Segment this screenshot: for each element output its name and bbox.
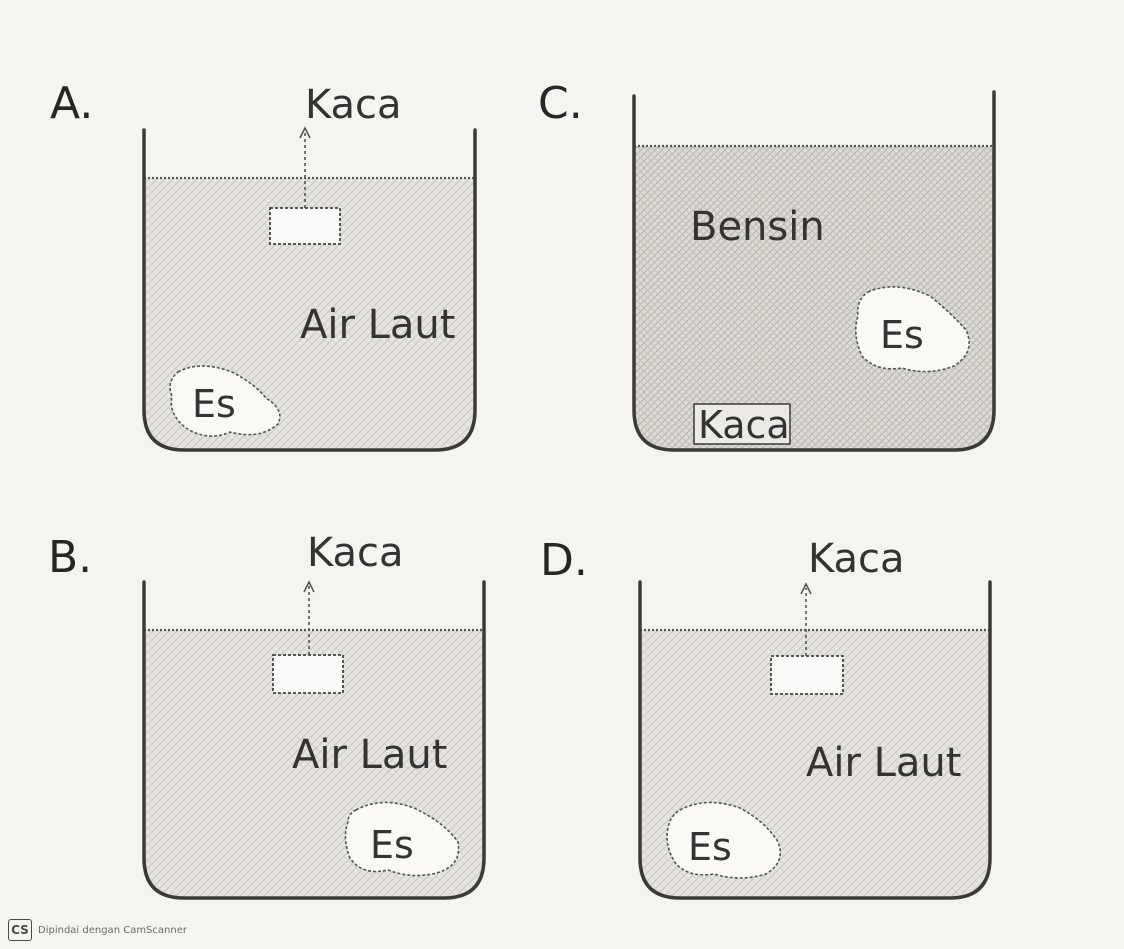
option-c: C. Bensin Es Kaca	[538, 78, 996, 452]
option-a: A. Kaca Air Laut Es	[50, 78, 477, 452]
option-c-liquid-label: Bensin	[690, 204, 825, 250]
option-c-glass-block	[693, 403, 791, 445]
option-a-beaker	[142, 128, 477, 452]
option-c-ice-label: Es	[880, 313, 924, 357]
option-c-liquid	[634, 146, 994, 450]
option-d-letter: D.	[540, 535, 588, 586]
option-b-letter: B.	[48, 532, 92, 583]
option-a-ice	[169, 365, 281, 437]
scanner-text: Dipindai dengan CamScanner	[38, 924, 187, 936]
option-a-pointer-arrow-icon	[299, 126, 311, 139]
option-c-ice	[854, 286, 970, 373]
option-a-ice-label: Es	[192, 382, 236, 426]
option-a-glass-label: Kaca	[305, 82, 402, 128]
option-b-pointer-arrow-icon	[303, 580, 315, 593]
option-d-glass-label: Kaca	[808, 536, 905, 582]
camscanner-logo: CS	[8, 919, 32, 941]
option-b-glass-label: Kaca	[307, 530, 404, 576]
option-c-letter: C.	[538, 78, 583, 129]
option-d: D. Kaca Air Laut Es	[540, 535, 992, 900]
option-b: B. Kaca Air Laut Es	[48, 530, 486, 900]
option-a-letter: A.	[50, 78, 93, 129]
option-d-glass-block	[770, 655, 844, 695]
option-d-beaker	[638, 580, 992, 900]
option-a-liquid-label: Air Laut	[300, 302, 455, 348]
option-b-liquid-label: Air Laut	[292, 732, 447, 778]
option-d-liquid-label: Air Laut	[806, 740, 961, 786]
option-b-beaker	[142, 580, 486, 900]
option-b-ice	[344, 801, 460, 877]
option-b-glass-block	[272, 654, 344, 694]
option-c-glass-label: Kaca	[698, 403, 790, 447]
option-d-pointer-arrow-icon	[800, 582, 812, 595]
option-d-ice	[666, 801, 782, 879]
option-d-ice-label: Es	[688, 825, 732, 869]
scanner-watermark: CS Dipindai dengan CamScanner	[8, 919, 187, 941]
option-b-ice-label: Es	[370, 823, 414, 867]
option-c-beaker	[632, 90, 996, 452]
option-a-glass-block	[269, 207, 341, 245]
